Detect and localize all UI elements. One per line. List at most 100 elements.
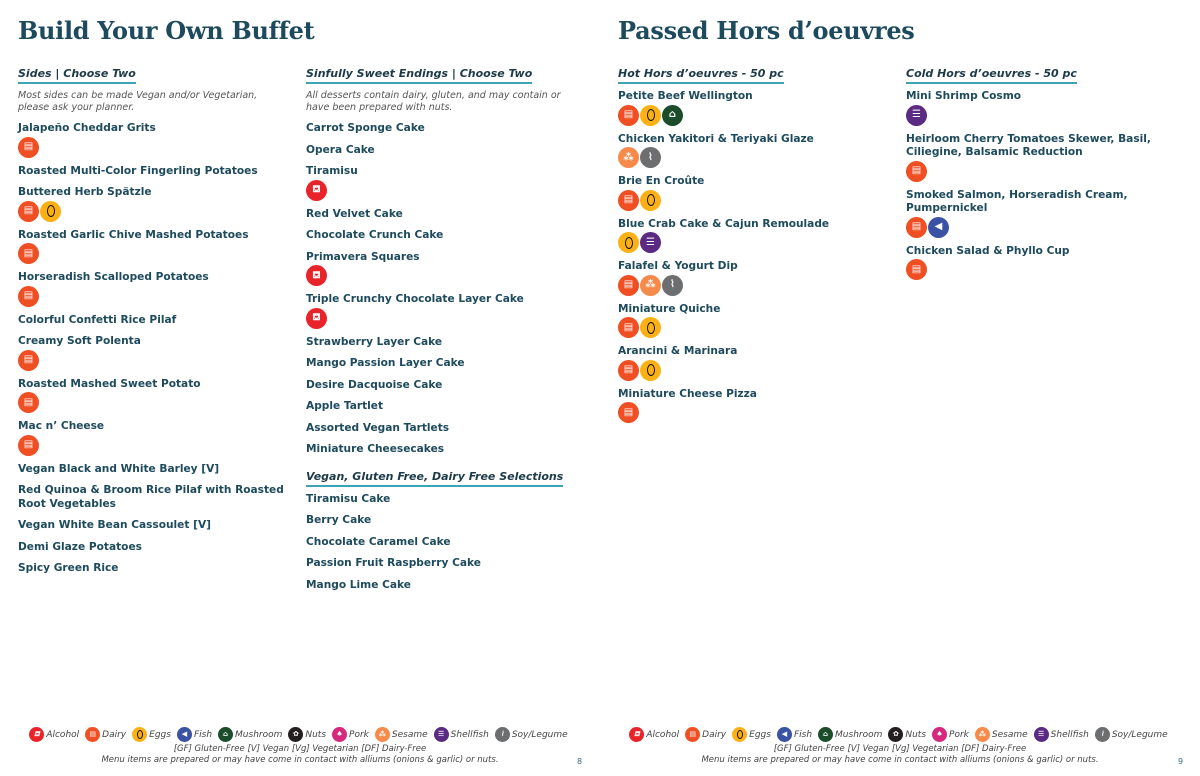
- menu-item: Buttered Herb Spätzle ▤: [18, 186, 288, 222]
- menu-item-name: Vegan White Bean Cassoulet [V]: [18, 519, 212, 531]
- sesame-icon: ⁂: [618, 147, 639, 168]
- dairy-icon: ▤: [906, 216, 927, 238]
- eggs-icon: [732, 727, 748, 742]
- allergen-icons: ▤: [618, 317, 888, 338]
- legend-item-fish: ◀ Fish: [776, 727, 813, 742]
- menu-item: Red Velvet Cake: [306, 208, 581, 222]
- menu-item: Creamy Soft Polenta ▤: [18, 335, 288, 371]
- legend-label: Eggs: [149, 729, 171, 740]
- legend-label: Sesame: [991, 729, 1028, 740]
- shellfish-icon: ☰: [1033, 727, 1049, 742]
- allergen-icons: ▤: [18, 243, 288, 264]
- menu-item: Strawberry Layer Cake: [306, 336, 581, 350]
- eggs-icon: [40, 200, 61, 222]
- menu-item: Spicy Green Rice: [18, 562, 288, 576]
- dairy-icon: ▤: [18, 392, 39, 413]
- menu-item-name: Mini Shrimp Cosmo: [906, 90, 1022, 102]
- allergen-icons: ▤: [18, 349, 288, 371]
- eggs-icon: [640, 189, 661, 211]
- menu-section: Sides | Choose Two Most sides can be made…: [18, 62, 288, 576]
- menu-item: Desire Dacquoise Cake: [306, 379, 581, 393]
- allergen-legend: ⛾ Alcohol ▤ Dairy Eggs ◀ Fish ⌂ Mushroom ✿ Nuts ♠ Po…: [629, 727, 1168, 742]
- menu-item-name: Colorful Confetti Rice Pilaf: [18, 313, 177, 326]
- menu-item-name: Tiramisu Cake: [306, 492, 391, 505]
- menu-item-name: Mac n’ Cheese: [18, 420, 105, 432]
- menu-item-name: Triple Crunchy Chocolate Layer Cake: [306, 293, 524, 305]
- alcohol-icon: ⛾: [629, 727, 645, 742]
- legend-item-dairy: ▤ Dairy: [85, 727, 126, 742]
- legend-label: Fish: [793, 729, 813, 740]
- dairy-icon: ▤: [685, 727, 701, 742]
- menu-item: Mac n’ Cheese ▤: [18, 420, 288, 456]
- egg-outline: [46, 205, 55, 217]
- menu-item: Colorful Confetti Rice Pilaf: [18, 314, 288, 328]
- menu-item-name: Assorted Vegan Tartlets: [306, 421, 450, 434]
- menu-item-name: Mango Passion Layer Cake: [306, 357, 465, 369]
- legend-item-pork: ♠ Pork: [932, 727, 969, 742]
- menu-item: Tiramisu ⛾: [306, 165, 581, 201]
- legend-item-soy: ⌇ Soy/Legume: [1094, 727, 1168, 742]
- menu-item: Horseradish Scalloped Potatoes ▤: [18, 271, 288, 307]
- dairy-icon: ▤: [18, 200, 39, 222]
- soy-icon: ⌇: [494, 727, 510, 742]
- legend-label: Dairy: [102, 729, 127, 740]
- menu-item-name: Chocolate Caramel Cake: [306, 535, 451, 548]
- allergen-legend: ⛾ Alcohol ▤ Dairy Eggs ◀ Fish ⌂ Mushroom ✿ Nuts ♠ Po…: [29, 727, 568, 742]
- allergen-icons: ▤: [18, 136, 288, 158]
- sesame-icon: ⁂: [974, 727, 990, 742]
- menu-item: Miniature Cheesecakes: [306, 443, 581, 457]
- menu-item: Primavera Squares ⛾: [306, 251, 581, 286]
- soy-icon: ⌇: [640, 147, 661, 168]
- menu-item-name: Smoked Salmon, Horseradish Cream, Pumper…: [906, 188, 1128, 215]
- allergen-icons: ▤: [618, 402, 888, 423]
- section-heading: Hot Hors d’oeuvres - 50 pc: [618, 67, 784, 84]
- menu-item: Vegan Black and White Barley [V]: [18, 463, 288, 477]
- allergen-icons: ⁂ ⌇: [618, 147, 888, 168]
- menu-item-name: Heirloom Cherry Tomatoes Skewer, Basil, …: [906, 132, 1151, 159]
- egg-outline: [646, 109, 655, 121]
- fish-icon: ◀: [928, 216, 949, 238]
- legend-item-nuts: ✿ Nuts: [888, 727, 926, 742]
- dairy-icon: ▤: [85, 727, 101, 742]
- legend-item-eggs: Eggs: [132, 727, 171, 742]
- menu-item-name: Petite Beef Wellington: [618, 90, 753, 102]
- eggs-icon: [640, 104, 661, 126]
- dairy-icon: ▤: [618, 317, 639, 338]
- legend-item-mushroom: ⌂ Mushroom: [218, 727, 282, 742]
- menu-item-name: Berry Cake: [306, 514, 372, 526]
- desserts-column: Sinfully Sweet Endings | Choose Two All d…: [306, 62, 581, 600]
- legend-label: Pork: [949, 729, 969, 740]
- menu-item: Chicken Yakitori & Teriyaki Glaze ⁂ ⌇: [618, 133, 888, 168]
- page-number: 9: [1178, 757, 1184, 766]
- legend-item-alcohol: ⛾ Alcohol: [29, 727, 79, 742]
- menu-item-name: Passion Fruit Raspberry Cake: [306, 557, 481, 569]
- menu-item: Brie En Croûte ▤: [618, 175, 888, 211]
- menu-item: Chicken Salad & Phyllo Cup ▤: [906, 245, 1171, 280]
- menu-item-name: Miniature Quiche: [618, 302, 721, 315]
- menu-item-name: Blue Crab Cake & Cajun Remoulade: [618, 217, 830, 230]
- menu-item: Roasted Garlic Chive Mashed Potatoes ▤: [18, 229, 288, 264]
- mushroom-icon: ⌂: [662, 104, 683, 126]
- legend-label: Alcohol: [646, 729, 680, 740]
- menu-item: Roasted Mashed Sweet Potato ▤: [18, 378, 288, 413]
- alcohol-icon: ⛾: [306, 307, 327, 329]
- menu-item-name: Creamy Soft Polenta: [18, 335, 141, 347]
- dairy-icon: ▤: [618, 402, 639, 423]
- menu-item: Arancini & Marinara ▤: [618, 345, 888, 381]
- menu-item-name: Vegan Black and White Barley [V]: [18, 462, 220, 475]
- sesame-icon: ⁂: [374, 727, 390, 742]
- shellfish-icon: ☰: [906, 104, 927, 126]
- allergen-note: Menu items are prepared or may have come…: [701, 755, 1099, 765]
- allergen-icons: ▤: [18, 200, 288, 222]
- menu-item-name: Tiramisu: [306, 165, 358, 177]
- eggs-icon: [618, 232, 639, 253]
- menu-item: Smoked Salmon, Horseradish Cream, Pumper…: [906, 188, 1171, 238]
- menu-item: Berry Cake: [306, 514, 581, 528]
- mushroom-icon: ⌂: [218, 727, 234, 742]
- egg-outline: [136, 730, 143, 739]
- legend-label: Sesame: [391, 729, 428, 740]
- allergen-icons: ▤ ⌂: [618, 104, 888, 126]
- menu-item-name: Chocolate Crunch Cake: [306, 229, 444, 241]
- allergen-icons: ▤: [618, 359, 888, 381]
- menu-section: Sinfully Sweet Endings | Choose Two All d…: [306, 62, 581, 457]
